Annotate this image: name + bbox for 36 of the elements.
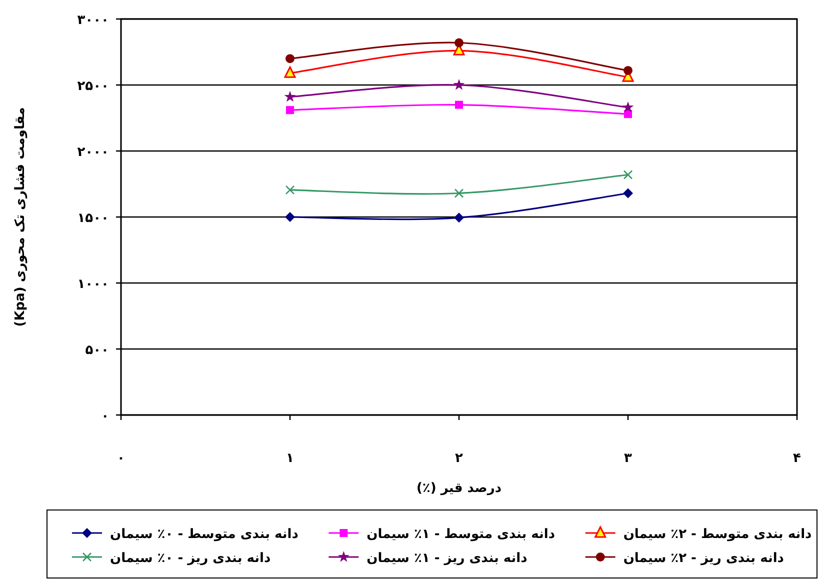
point	[455, 100, 463, 109]
y-tick-label: ۰	[101, 409, 109, 424]
x-tick-label: ۲	[455, 451, 464, 466]
point	[454, 212, 464, 223]
legend-label: دانه بندی متوسط - ۱٪ سیمان	[366, 527, 556, 542]
y-tick-label: ۱۰۰۰	[77, 277, 109, 292]
y-tick-label: ۳۰۰۰	[77, 13, 109, 28]
point	[454, 38, 464, 48]
point	[454, 188, 464, 198]
point	[285, 185, 295, 195]
x-tick-label: ۱	[286, 451, 294, 466]
point	[284, 90, 296, 102]
point	[453, 79, 465, 90]
y-axis-title: مقاومت فشاری تک محوری (Kpa)	[13, 107, 28, 327]
y-tick-label: ۱۵۰۰	[77, 211, 109, 226]
point	[623, 170, 633, 180]
point	[623, 188, 633, 198]
point	[624, 66, 632, 75]
legend-label: دانه بندی ریز - ۱٪ سیمان	[366, 551, 528, 566]
y-tick-label: ۲۵۰۰	[77, 79, 109, 94]
point	[286, 106, 294, 114]
point	[284, 66, 296, 78]
x-tick-label: ۴	[793, 451, 802, 466]
x-tick-label: ۰	[117, 451, 125, 466]
point	[624, 110, 632, 118]
point	[286, 54, 294, 64]
legend-label: دانه بندی متوسط - ۰٪ سیمان	[110, 527, 299, 542]
y-tick-label: ۲۰۰۰	[77, 145, 109, 160]
point	[622, 101, 634, 112]
x-tick-label: ۳	[624, 451, 632, 466]
x-axis-title: درصد قیر (٪)	[416, 481, 502, 496]
legend-label: دانه بندی متوسط - ۲٪ سیمان	[623, 527, 812, 542]
y-tick-label: ۵۰۰	[85, 343, 109, 358]
legend-label: دانه بندی ریز - ۲٪ سیمان	[623, 551, 784, 566]
point	[285, 212, 295, 222]
legend-label: دانه بندی ریز - ۰٪ سیمان	[110, 551, 271, 566]
